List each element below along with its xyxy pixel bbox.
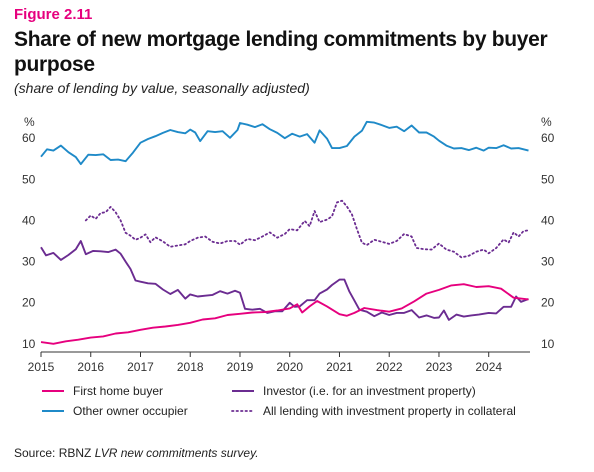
legend-label-other-owner-occupier: Other owner occupier — [73, 404, 188, 418]
y-tick-label-left-20: 20 — [22, 296, 36, 310]
y-tick-label-right-20: 20 — [541, 296, 555, 310]
y-tick-label-left-30: 30 — [22, 255, 36, 269]
x-tick-label-2020: 2020 — [276, 360, 303, 374]
chart-subtitle: (share of lending by value, seasonally a… — [14, 80, 310, 96]
series-line-investor-i-e-for-an-investment-property — [40, 240, 529, 321]
x-tick-label-2023: 2023 — [426, 360, 453, 374]
line-chart: 2015 2016 2017 2018 2019 2020 2021 2022 2023 2024… — [22, 115, 555, 418]
x-tick-label-2019: 2019 — [227, 360, 254, 374]
y-tick-label-right-10: 10 — [541, 337, 555, 351]
y-tick-label-left-10: 10 — [22, 337, 36, 351]
x-tick-label-2016: 2016 — [77, 360, 104, 374]
series-line-first-home-buyer — [40, 283, 529, 345]
x-tick-label-2024: 2024 — [475, 360, 502, 374]
y-tick-label-right-30: 30 — [541, 255, 555, 269]
legend-label-first-home-buyer: First home buyer — [73, 384, 163, 398]
series-line-all-lending-with-investment-property-in-collateral — [84, 199, 530, 259]
legend-label-all-lending-with-investment-property-in-collateral: All lending with investment property in … — [263, 404, 516, 418]
source-survey: LVR new commitments survey. — [94, 446, 259, 460]
y-unit-right: % — [541, 115, 552, 129]
x-tick-label-2018: 2018 — [177, 360, 204, 374]
x-tick-label-2021: 2021 — [326, 360, 353, 374]
y-tick-label-right-40: 40 — [541, 213, 555, 227]
x-tick-label-2015: 2015 — [28, 360, 55, 374]
y-tick-label-right-50: 50 — [541, 172, 555, 186]
chart-title: Share of new mortgage lending commitment… — [14, 28, 548, 76]
source-note: Source: RBNZ LVR new commitments survey. — [14, 446, 259, 460]
y-tick-label-left-50: 50 — [22, 172, 36, 186]
figure-label: Figure 2.11 — [14, 6, 93, 23]
y-tick-label-right-60: 60 — [541, 131, 555, 145]
legend-label-investor-i-e-for-an-investment-property: Investor (i.e. for an investment propert… — [263, 384, 476, 398]
source-prefix: Source: RBNZ — [14, 446, 95, 460]
y-tick-label-left-40: 40 — [22, 213, 36, 227]
y-unit-left: % — [24, 115, 35, 129]
x-tick-label-2022: 2022 — [376, 360, 403, 374]
x-tick-label-2017: 2017 — [127, 360, 154, 374]
y-tick-label-left-60: 60 — [22, 131, 36, 145]
series-line-other-owner-occupier — [40, 120, 529, 166]
